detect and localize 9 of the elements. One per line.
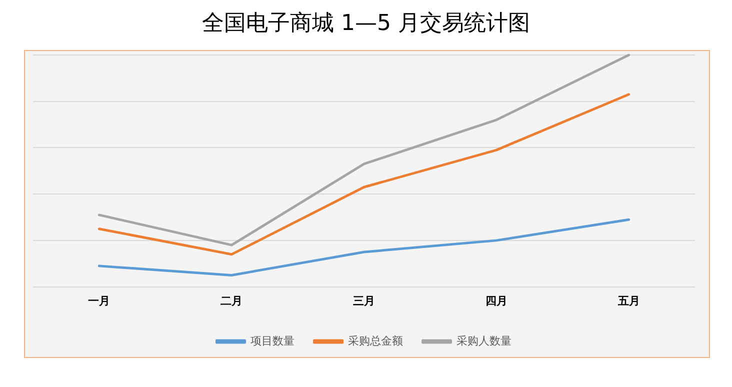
x-tick-label: 二月 — [220, 294, 243, 308]
chart-title: 全国电子商城 1—5 月交易统计图 — [201, 10, 531, 38]
legend-label: 采购人数量 — [456, 334, 512, 348]
x-tick-label: 四月 — [485, 294, 508, 308]
legend-label: 项目数量 — [250, 334, 294, 348]
x-tick-label: 三月 — [353, 294, 375, 308]
legend-label: 采购总金额 — [348, 334, 403, 348]
x-tick-label: 一月 — [88, 294, 110, 308]
x-tick-label: 五月 — [616, 294, 640, 308]
